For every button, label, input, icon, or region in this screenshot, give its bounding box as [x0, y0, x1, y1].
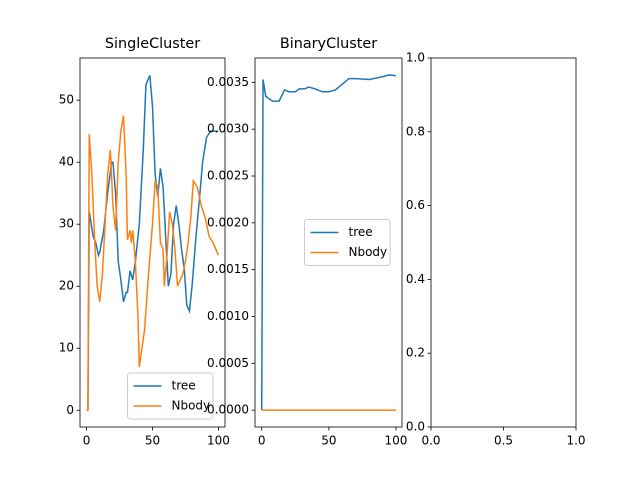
line [86, 75, 219, 412]
x-tick-label: 100 [207, 434, 230, 448]
y-tick-label: 0.8 [406, 124, 425, 138]
legend-label: Nbody [349, 245, 388, 259]
x-tick-label: 0 [258, 434, 266, 448]
legend-label: tree [172, 379, 196, 393]
y-tick-label: 0.6 [406, 198, 425, 212]
axes-title: BinaryCluster [280, 36, 377, 52]
y-tick-label: 0.0030 [207, 122, 249, 136]
legend-box [127, 372, 214, 420]
x-tick-label: 0 [83, 434, 91, 448]
x-tick-label: 0.0 [421, 434, 440, 448]
y-tick-label: 20 [59, 279, 74, 293]
y-tick-label: 0.0020 [207, 215, 249, 229]
x-tick-label: 1.0 [566, 434, 585, 448]
legend-label: Nbody [172, 399, 211, 413]
y-tick-label: 0.0010 [207, 309, 249, 323]
legend-box [304, 219, 391, 266]
y-tick-label: 0 [66, 403, 74, 417]
y-tick-label: 0.4 [406, 272, 425, 286]
line [260, 74, 397, 411]
y-tick-label: 1.0 [406, 51, 425, 65]
y-tick-label: 30 [59, 217, 74, 231]
line [86, 115, 220, 412]
x-tick-label: 100 [385, 434, 408, 448]
y-tick-label: 0.0035 [207, 75, 249, 89]
x-tick-label: 50 [321, 434, 336, 448]
y-tick-label: 50 [59, 93, 74, 107]
y-tick-label: 0.0 [406, 420, 425, 434]
y-tick-label: 0.0005 [207, 356, 249, 370]
y-tick-label: 0.0025 [207, 169, 249, 183]
x-tick-label: 0.5 [494, 434, 513, 448]
y-tick-label: 0.0000 [207, 403, 249, 417]
y-tick-label: 0.2 [406, 346, 425, 360]
axes-frame [430, 57, 577, 428]
y-tick-label: 10 [59, 341, 74, 355]
y-tick-label: 0.0015 [207, 262, 249, 276]
x-tick-label: 50 [145, 434, 160, 448]
axes-title: SingleCluster [105, 36, 200, 52]
y-tick-label: 40 [59, 155, 74, 169]
legend-label: tree [349, 225, 373, 239]
